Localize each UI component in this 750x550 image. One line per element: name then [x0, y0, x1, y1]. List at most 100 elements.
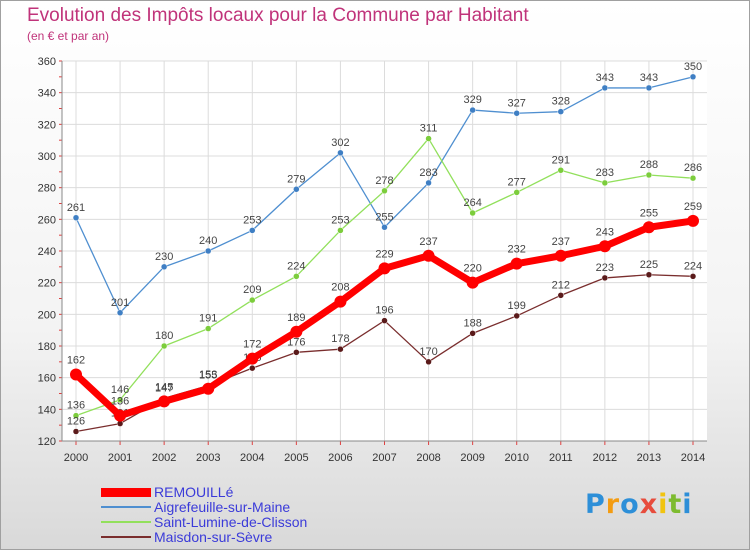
- data-point: [204, 325, 212, 332]
- data-point: [116, 396, 124, 404]
- y-tick-label: 180: [38, 341, 56, 353]
- data-point: [645, 271, 653, 278]
- data-label: 255: [375, 211, 393, 223]
- data-point: [601, 179, 609, 187]
- data-point: [160, 342, 168, 350]
- data-point: [378, 262, 391, 275]
- x-tick-label: 2000: [64, 452, 88, 464]
- y-tick-label: 240: [38, 246, 56, 258]
- data-label: 232: [508, 244, 526, 256]
- legend-swatch: [101, 536, 151, 538]
- data-label: 283: [419, 167, 437, 179]
- data-label: 223: [596, 262, 614, 274]
- data-point: [334, 295, 347, 308]
- x-tick-label: 2008: [416, 452, 440, 464]
- data-label: 136: [111, 396, 129, 408]
- chart-title: Evolution des Impôts locaux pour la Comm…: [27, 5, 529, 26]
- data-label: 209: [243, 284, 261, 296]
- data-label: 278: [375, 175, 393, 187]
- data-point: [246, 352, 259, 365]
- data-point: [645, 171, 653, 179]
- data-label: 189: [287, 312, 305, 324]
- x-tick-label: 2003: [196, 452, 220, 464]
- data-label: 191: [199, 313, 217, 325]
- data-point: [598, 240, 611, 253]
- data-label: 162: [67, 355, 85, 367]
- data-label: 136: [67, 400, 85, 412]
- data-label: 212: [552, 279, 570, 291]
- x-tick-label: 2001: [108, 452, 132, 464]
- data-point: [513, 312, 520, 320]
- data-point: [249, 227, 256, 234]
- y-tick-label: 200: [38, 309, 56, 321]
- y-tick-label: 260: [38, 214, 56, 226]
- data-point: [114, 409, 127, 422]
- data-label: 255: [640, 207, 658, 219]
- data-point: [689, 73, 697, 81]
- y-tick-label: 220: [38, 278, 56, 290]
- data-label: 237: [552, 236, 570, 248]
- data-point: [689, 273, 697, 280]
- logo-letter: i: [658, 489, 669, 520]
- data-point: [469, 209, 476, 217]
- data-point: [381, 317, 388, 324]
- data-label: 180: [155, 330, 173, 342]
- data-point: [469, 330, 476, 337]
- data-point: [645, 84, 653, 92]
- data-label: 170: [419, 346, 437, 358]
- data-label: 253: [331, 214, 349, 226]
- data-label: 145: [155, 381, 173, 393]
- data-point: [158, 395, 171, 408]
- x-tick-label: 2012: [593, 452, 617, 464]
- data-label: 237: [419, 236, 437, 248]
- data-label: 201: [111, 297, 129, 309]
- data-label: 199: [508, 300, 526, 312]
- x-tick-label: 2002: [152, 452, 176, 464]
- data-point: [425, 358, 432, 366]
- y-tick-label: 340: [38, 88, 56, 100]
- data-point: [381, 224, 388, 231]
- y-tick-label: 120: [38, 436, 56, 448]
- data-point: [72, 214, 80, 221]
- logo-letter: P: [585, 489, 606, 520]
- y-tick-label: 320: [38, 119, 56, 131]
- data-point: [116, 309, 124, 316]
- data-label: 302: [331, 137, 349, 149]
- data-point: [293, 186, 300, 193]
- legend-swatch: [101, 521, 151, 523]
- data-point: [72, 412, 80, 419]
- data-label: 126: [67, 416, 85, 428]
- data-point: [337, 227, 344, 234]
- data-point: [469, 106, 476, 114]
- data-label: 261: [67, 202, 85, 214]
- logo-letter: o: [620, 489, 640, 520]
- data-label: 253: [243, 214, 261, 226]
- legend-label: Aigrefeuille-sur-Maine: [154, 499, 291, 515]
- data-label: 277: [508, 176, 526, 188]
- data-label: 350: [684, 61, 702, 73]
- y-tick-label: 300: [38, 151, 56, 163]
- data-point: [160, 263, 168, 271]
- data-label: 240: [199, 235, 217, 247]
- legend-label: REMOUILLé: [154, 484, 234, 500]
- logo-letter: t: [668, 489, 683, 520]
- data-point: [513, 110, 520, 117]
- data-label: 172: [243, 339, 261, 351]
- x-tick-label: 2004: [240, 452, 264, 464]
- data-point: [554, 249, 567, 262]
- data-point: [422, 249, 435, 262]
- data-label: 147: [155, 382, 173, 394]
- x-tick-label: 2005: [284, 452, 308, 464]
- data-label: 259: [684, 201, 702, 213]
- data-label: 196: [375, 305, 393, 317]
- data-label: 291: [552, 154, 570, 166]
- legend-swatch: [101, 506, 151, 508]
- data-label: 229: [375, 248, 393, 260]
- logo-letter: r: [605, 489, 621, 520]
- data-label: 288: [640, 159, 658, 171]
- data-label: 230: [155, 251, 173, 263]
- data-point: [337, 149, 344, 157]
- data-point: [557, 292, 565, 299]
